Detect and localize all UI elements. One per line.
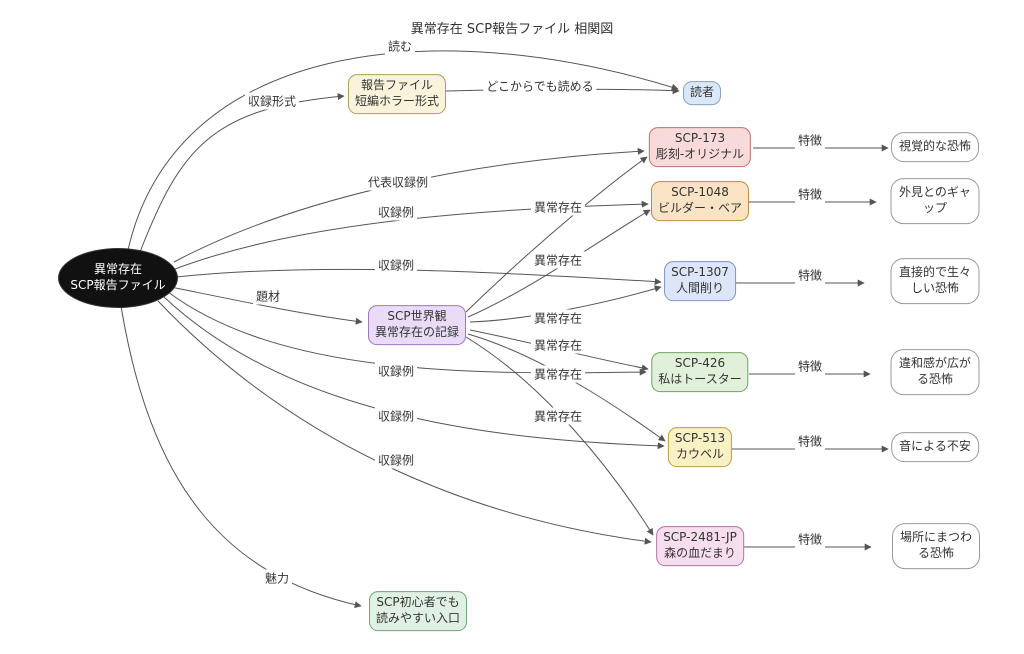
edge-label-feature-1307: 特徴 <box>794 266 826 284</box>
node-scp2481jp: SCP-2481-JP 森の血だまり <box>656 526 744 566</box>
edge-main-scp2481 <box>157 300 652 545</box>
edge-label-anomaly-426: 異常存在 <box>530 336 586 354</box>
edge-label-example-1307: 収録例 <box>374 256 418 274</box>
edge-label-feature-426: 特徴 <box>794 357 826 375</box>
node-feature-sound-anxiety: 音による不安 <box>891 432 979 462</box>
edge-label-anomaly-513: 異常存在 <box>530 365 586 383</box>
edge-main-reader <box>127 50 679 251</box>
node-scp513: SCP-513 カウベル <box>667 427 733 467</box>
diagram-title: 異常存在 SCP報告ファイル 相関図 <box>410 22 614 37</box>
edge-main-scp1307 <box>175 268 662 286</box>
edge-main-format <box>139 93 345 253</box>
edge-label-record-format: 収録形式 <box>244 92 300 110</box>
edge-label-read: 読む <box>384 37 416 55</box>
edge-main-beginner <box>120 305 362 609</box>
node-scp426: SCP-426 私はトースター <box>651 352 749 392</box>
edge-label-example-2481: 収録例 <box>374 451 418 469</box>
edge-label-representative: 代表収録例 <box>364 173 432 191</box>
node-feature-direct-fear: 直接的で生々しい恐怖 <box>890 258 980 304</box>
edge-label-subject: 題材 <box>252 287 284 305</box>
edge-label-feature-1048: 特徴 <box>794 185 826 203</box>
node-beginner-entry: SCP初心者でも 読みやすい入口 <box>368 591 468 631</box>
node-reader: 読者 <box>682 81 722 105</box>
edge-main-worldview <box>170 286 363 325</box>
node-feature-appearance-gap: 外見とのギャップ <box>890 178 980 224</box>
edge-label-example-513: 収録例 <box>374 407 418 425</box>
node-scp173: SCP-173 彫刻-オリジナル <box>648 127 752 167</box>
edge-worldview-scp1307 <box>469 285 662 323</box>
node-scp1048: SCP-1048 ビルダー・ベア <box>650 181 750 221</box>
node-main: 異常存在 SCP報告ファイル <box>58 248 178 308</box>
node-worldview: SCP世界観 異常存在の記録 <box>367 305 467 345</box>
edge-label-anomaly-173: 異常存在 <box>530 198 586 216</box>
edge-label-anomaly-1048: 異常存在 <box>530 251 586 269</box>
edge-label-anomaly-1307: 異常存在 <box>530 309 586 327</box>
node-feature-place-fear: 場所にまつわる恐怖 <box>892 523 980 569</box>
edge-label-example-1048: 収録例 <box>374 203 418 221</box>
edge-label-feature-2481: 特徴 <box>794 530 826 548</box>
edge-worldview-scp2481 <box>465 336 654 536</box>
edge-label-feature-173: 特徴 <box>794 131 826 149</box>
edge-label-read-anywhere: どこからでも読める <box>483 77 597 95</box>
node-feature-visual-fear: 視覚的な恐怖 <box>890 132 980 162</box>
edge-label-anomaly-2481: 異常存在 <box>530 407 586 425</box>
edge-worldview-scp173 <box>465 156 648 313</box>
node-scp1307: SCP-1307 人間削り <box>664 261 736 301</box>
node-feature-spreading-unease: 違和感が広がる恐怖 <box>890 349 980 395</box>
node-report-format: 報告ファイル 短編ホラー形式 <box>347 74 447 114</box>
edge-label-example-426: 収録例 <box>374 362 418 380</box>
edge-label-appeal: 魅力 <box>261 569 293 587</box>
edge-label-feature-513: 特徴 <box>794 432 826 450</box>
